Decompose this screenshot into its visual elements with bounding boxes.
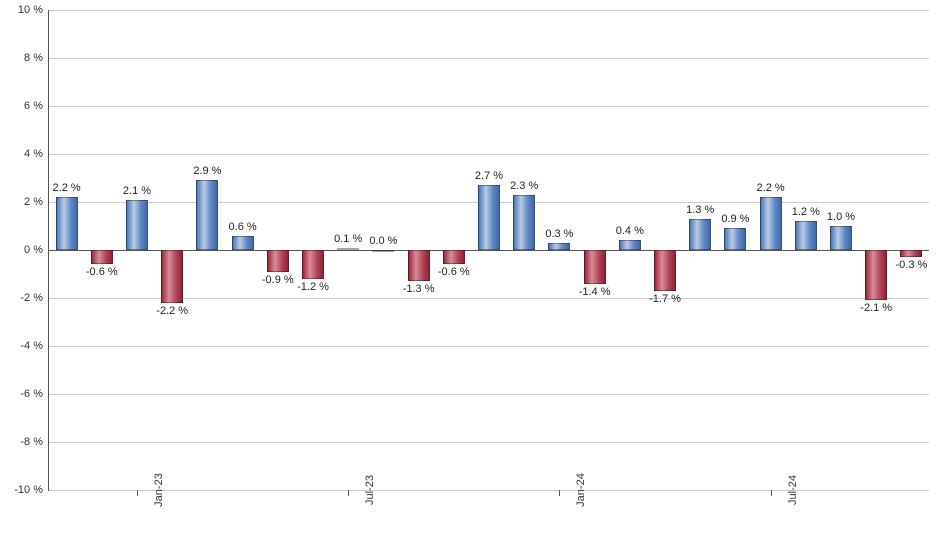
bar [372,250,394,252]
y-tick-label: 2 % [24,196,49,208]
bar-value-label: 1.0 % [827,211,855,223]
bar [302,250,324,279]
y-tick-label: 6 % [24,100,49,112]
y-tick-label: -10 % [14,484,49,496]
bar [232,236,254,250]
chart-container: -10 % -8 % -6 % -4 % -2 % 0 % 2 % 4 % 6 % 8 % 10 %… [0,0,940,550]
bar [830,226,852,250]
gridline [49,394,929,395]
y-tick-label: 4 % [24,148,49,160]
x-tick-label: Jan-24 [559,473,587,507]
y-tick-label: 10 % [18,4,49,16]
bar-value-label: -2.1 % [860,302,892,314]
gridline [49,154,929,155]
gridline [49,10,929,11]
bar-value-label: -0.3 % [895,259,927,271]
bar [760,197,782,250]
bar-value-label: 2.9 % [193,165,221,177]
bar-value-label: 2.1 % [123,185,151,197]
x-tick-label: Jan-23 [137,473,165,507]
bar [443,250,465,264]
bar [548,243,570,250]
bar-value-label: 2.3 % [510,180,538,192]
bar-value-label: 0.6 % [229,221,257,233]
bar-value-label: -1.3 % [403,283,435,295]
x-tick-label: Jul-24 [771,475,799,505]
bar [91,250,113,264]
bar [724,228,746,250]
bar [584,250,606,284]
bar-value-label: 0.1 % [334,233,362,245]
bar-value-label: -0.6 % [438,266,470,278]
bar [126,200,148,250]
gridline [49,106,929,107]
bar-value-label: -0.6 % [86,266,118,278]
bar [161,250,183,303]
bar-value-label: 2.2 % [757,182,785,194]
bar [619,240,641,250]
bar-value-label: -1.7 % [649,293,681,305]
bar [900,250,922,257]
bar [337,248,359,250]
bar [513,195,535,250]
y-tick-label: 8 % [24,52,49,64]
y-tick-label: -8 % [20,436,49,448]
bar-value-label: -1.4 % [579,286,611,298]
gridline [49,442,929,443]
y-tick-label: -2 % [20,292,49,304]
bar [654,250,676,291]
bar-value-label: 2.2 % [53,182,81,194]
bar [408,250,430,281]
bar [478,185,500,250]
bar-value-label: 1.2 % [792,206,820,218]
bar-value-label: -2.2 % [156,305,188,317]
y-tick-label: -6 % [20,388,49,400]
gridline [49,346,929,347]
bar [196,180,218,250]
bar [56,197,78,250]
bar-value-label: 2.7 % [475,170,503,182]
bar [267,250,289,272]
bar [865,250,887,300]
plot-area: -10 %-8 %-6 %-4 %-2 %0 %2 %4 %6 %8 %10 %… [48,10,929,491]
x-tick-label: Jul-23 [348,475,376,505]
y-tick-label: 0 % [24,244,49,256]
bar-value-label: 0.9 % [721,213,749,225]
bar-value-label: 0.0 % [369,235,397,247]
bar-value-label: 0.3 % [545,228,573,240]
y-tick-label: -4 % [20,340,49,352]
bar-value-label: 0.4 % [616,225,644,237]
gridline [49,58,929,59]
bar-value-label: 1.3 % [686,204,714,216]
bar [689,219,711,250]
bar-value-label: -1.2 % [297,281,329,293]
bar [795,221,817,250]
bar-value-label: -0.9 % [262,274,294,286]
